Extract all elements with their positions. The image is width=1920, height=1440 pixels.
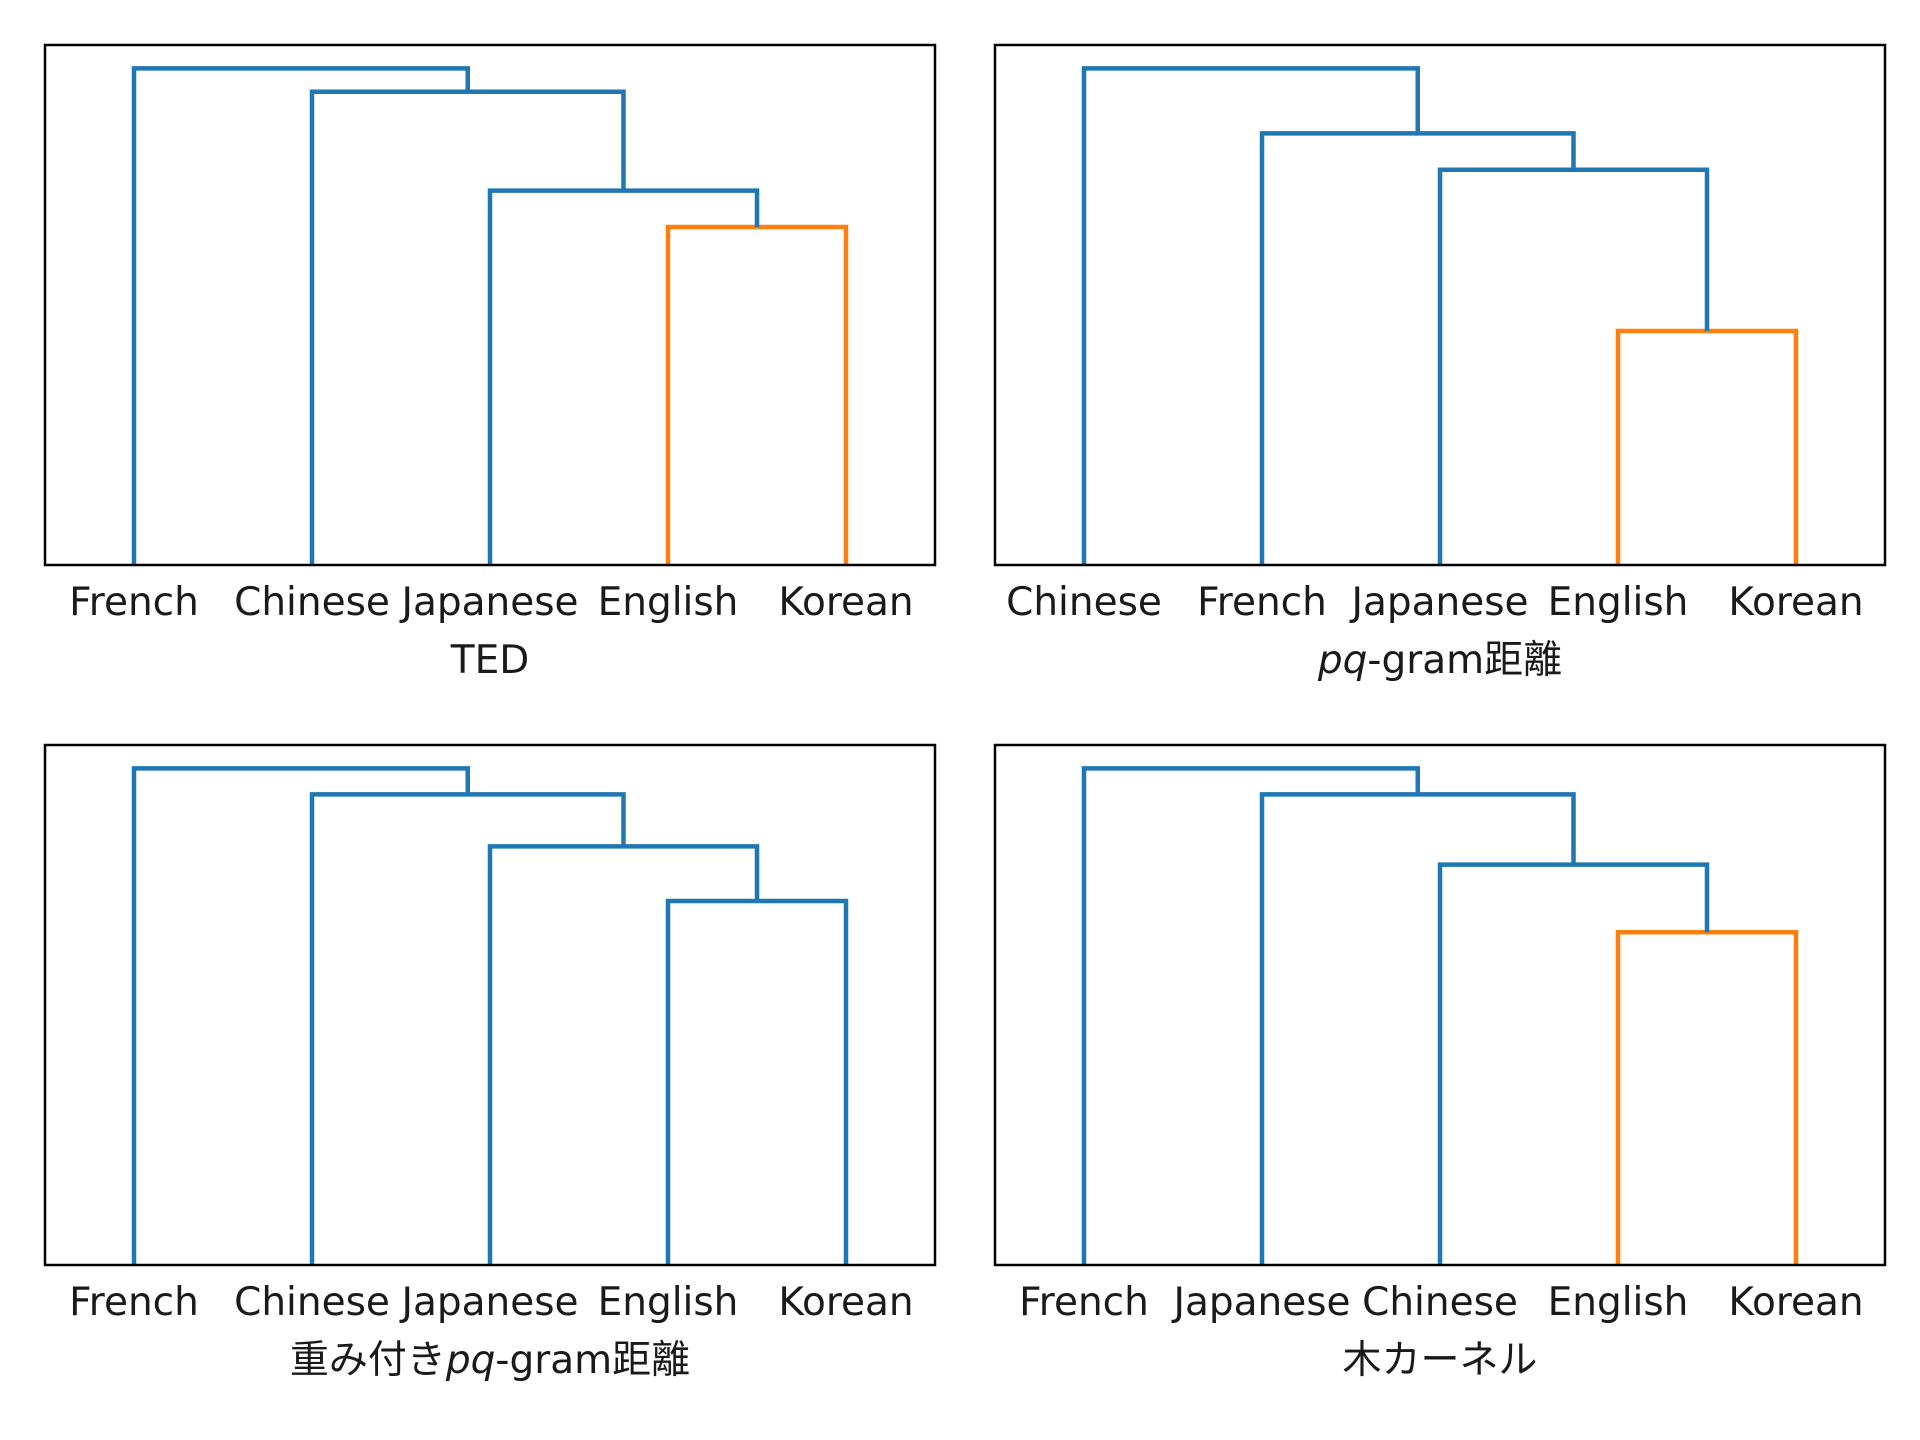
dendrogram-link-1 xyxy=(1437,167,1710,565)
leaf-label: Chinese xyxy=(234,1280,390,1325)
x-axis-label: pq-gram距離 xyxy=(1317,638,1562,683)
dendrogram-link-1 xyxy=(487,844,760,1265)
leaf-label: Japanese xyxy=(398,580,578,625)
leaf-label: French xyxy=(1019,1280,1149,1325)
leaf-label: English xyxy=(598,1280,739,1325)
dendrogram-link-0 xyxy=(665,898,849,1265)
axes-frame xyxy=(43,743,937,1267)
dendrogram-link-1 xyxy=(1437,862,1710,1265)
leaf-label: Japanese xyxy=(398,1280,578,1325)
leaf-label: English xyxy=(1548,1280,1689,1325)
x-axis-label: 木カーネル xyxy=(1342,1338,1537,1383)
dendrogram-link-3 xyxy=(1081,766,1420,1265)
dendrogram-link-1 xyxy=(487,188,760,565)
dendrogram-link-2 xyxy=(1259,131,1576,565)
x-axis-label-part: pq xyxy=(445,1338,496,1383)
x-axis-label-part: -gram距離 xyxy=(495,1338,690,1383)
leaf-label: Japanese xyxy=(1348,580,1528,625)
x-axis-label: TED xyxy=(450,638,530,683)
leaf-label: English xyxy=(598,580,739,625)
dendrogram-link-3 xyxy=(131,766,470,1265)
leaf-label: Korean xyxy=(778,1280,913,1325)
x-axis-label: 重み付きpq-gram距離 xyxy=(290,1338,690,1383)
dendrogram-link-3 xyxy=(1081,66,1420,565)
leaf-label: French xyxy=(69,1280,199,1325)
leaf-label: Chinese xyxy=(1362,1280,1518,1325)
leaf-label: Japanese xyxy=(1170,1280,1350,1325)
dendrogram-panel-tree-kernel: French Japanese Chinese English Korean 木カーネル xyxy=(993,743,1887,1383)
dendrogram-link-0 xyxy=(1615,328,1799,565)
leaf-label: Chinese xyxy=(1006,580,1162,625)
axes-frame xyxy=(43,43,937,567)
dendrogram-link-2 xyxy=(309,792,626,1265)
axes-frame xyxy=(993,743,1887,1267)
dendrogram-panel-pq-gram: Chinese French Japanese English Korean pq-gra… xyxy=(993,43,1887,683)
dendrogram-link-3 xyxy=(131,66,470,565)
dendrogram-link-0 xyxy=(665,224,849,565)
dendrogram-link-2 xyxy=(309,89,626,565)
leaf-label: Korean xyxy=(1728,1280,1863,1325)
dendrogram-panel-weighted-pq-gram: French Chinese Japanese English Korean 重み付きpq… xyxy=(43,743,937,1383)
dendrogram-panel-ted: French Chinese Japanese English Korean TED xyxy=(43,43,937,683)
leaf-label: French xyxy=(1197,580,1327,625)
leaf-label: Korean xyxy=(1728,580,1863,625)
leaf-label: Korean xyxy=(778,580,913,625)
x-axis-label-part: TED xyxy=(450,638,530,683)
leaf-label: French xyxy=(69,580,199,625)
leaf-label: English xyxy=(1548,580,1689,625)
dendrogram-link-0 xyxy=(1615,929,1799,1265)
x-axis-label-part: pq xyxy=(1317,638,1368,683)
x-axis-label-part: 木カーネル xyxy=(1342,1338,1537,1383)
leaf-label: Chinese xyxy=(234,580,390,625)
axes-frame xyxy=(993,43,1887,567)
x-axis-label-part: 重み付き xyxy=(290,1338,446,1383)
x-axis-label-part: -gram距離 xyxy=(1367,638,1562,683)
